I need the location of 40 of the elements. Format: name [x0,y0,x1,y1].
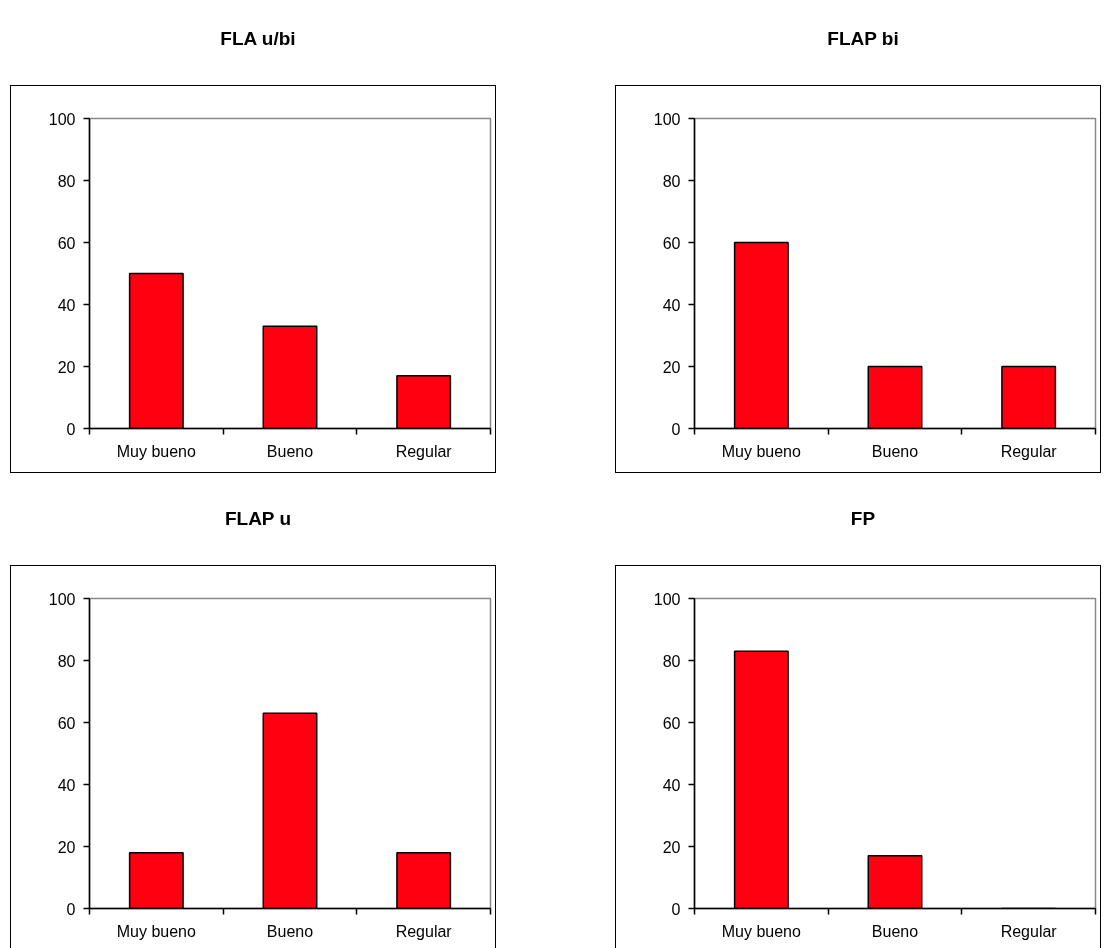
chart-title: FLAP u [224,507,292,531]
y-tick-label: 100 [48,110,76,128]
y-tick-label: 100 [653,590,681,608]
y-tick-label: 0 [66,900,76,918]
x-tick-label: Muy bueno [116,922,197,940]
x-tick-label: Bueno [871,922,919,940]
x-tick-label: Regular [395,442,453,460]
y-tick-label: 100 [653,110,681,128]
y-tick-label: 80 [57,652,76,670]
y-tick-label: 20 [57,358,76,376]
y-tick-label: 80 [662,652,681,670]
y-tick-label: 40 [662,296,681,314]
y-tick-label: 80 [662,172,681,190]
y-tick-label: 60 [662,714,681,732]
x-tick-label: Muy bueno [721,442,802,460]
y-tick-label: 0 [671,420,681,438]
x-tick-label: Regular [395,922,453,940]
chart-title: FLA u/bi [220,27,296,51]
y-tick-label: 0 [66,420,76,438]
y-tick-label: 60 [57,234,76,252]
y-tick-label: 60 [57,714,76,732]
y-tick-label: 20 [662,838,681,856]
x-tick-label: Bueno [266,442,314,460]
y-tick-label: 0 [671,900,681,918]
chart-title: FLAP bi [827,27,899,51]
y-tick-label: 80 [57,172,76,190]
y-tick-label: 60 [662,234,681,252]
y-tick-label: 40 [57,296,76,314]
x-tick-label: Bueno [266,922,314,940]
y-tick-label: 100 [48,590,76,608]
x-tick-label: Muy bueno [116,442,197,460]
x-tick-label: Regular [1000,442,1058,460]
y-tick-label: 20 [662,358,681,376]
y-tick-label: 40 [57,776,76,794]
x-tick-label: Bueno [871,442,919,460]
x-tick-label: Regular [1000,922,1058,940]
x-tick-label: Muy bueno [721,922,802,940]
y-tick-label: 20 [57,838,76,856]
chart-title: FP [850,507,876,531]
y-tick-label: 40 [662,776,681,794]
